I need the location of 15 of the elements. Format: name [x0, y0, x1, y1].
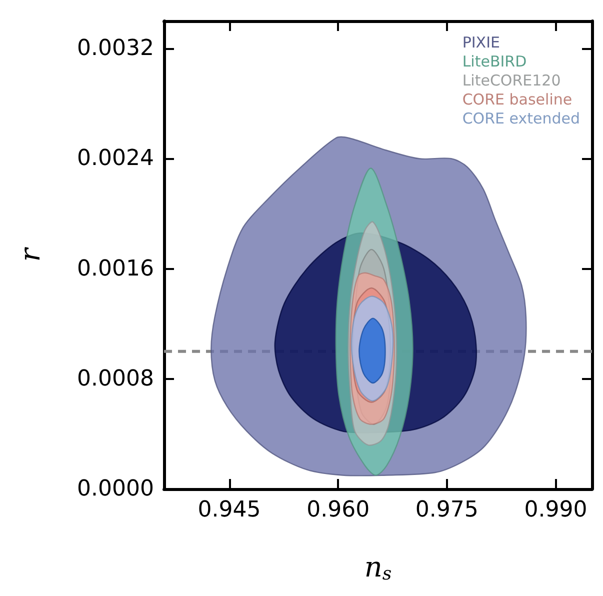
x-tick-label: 0.975 [415, 498, 478, 522]
y-tick-label: 0.0000 [77, 476, 154, 502]
y-tick-label: 0.0032 [77, 36, 154, 62]
x-tick-label: 0.960 [306, 498, 370, 522]
x-tick-label: 0.990 [524, 498, 588, 522]
text: LiteBIRD [462, 52, 527, 70]
text: PIXIE [462, 34, 500, 52]
y-tick-label: 0.0008 [77, 366, 154, 392]
text: CORE extended [462, 110, 580, 128]
text: CORE baseline [462, 90, 572, 108]
text: LiteCORE120 [462, 72, 561, 90]
x-tick-label: 0.945 [198, 498, 261, 522]
y-tick-label: 0.0016 [77, 256, 154, 282]
y-axis-title: r [14, 246, 46, 262]
y-tick-label: 0.0024 [77, 146, 154, 172]
